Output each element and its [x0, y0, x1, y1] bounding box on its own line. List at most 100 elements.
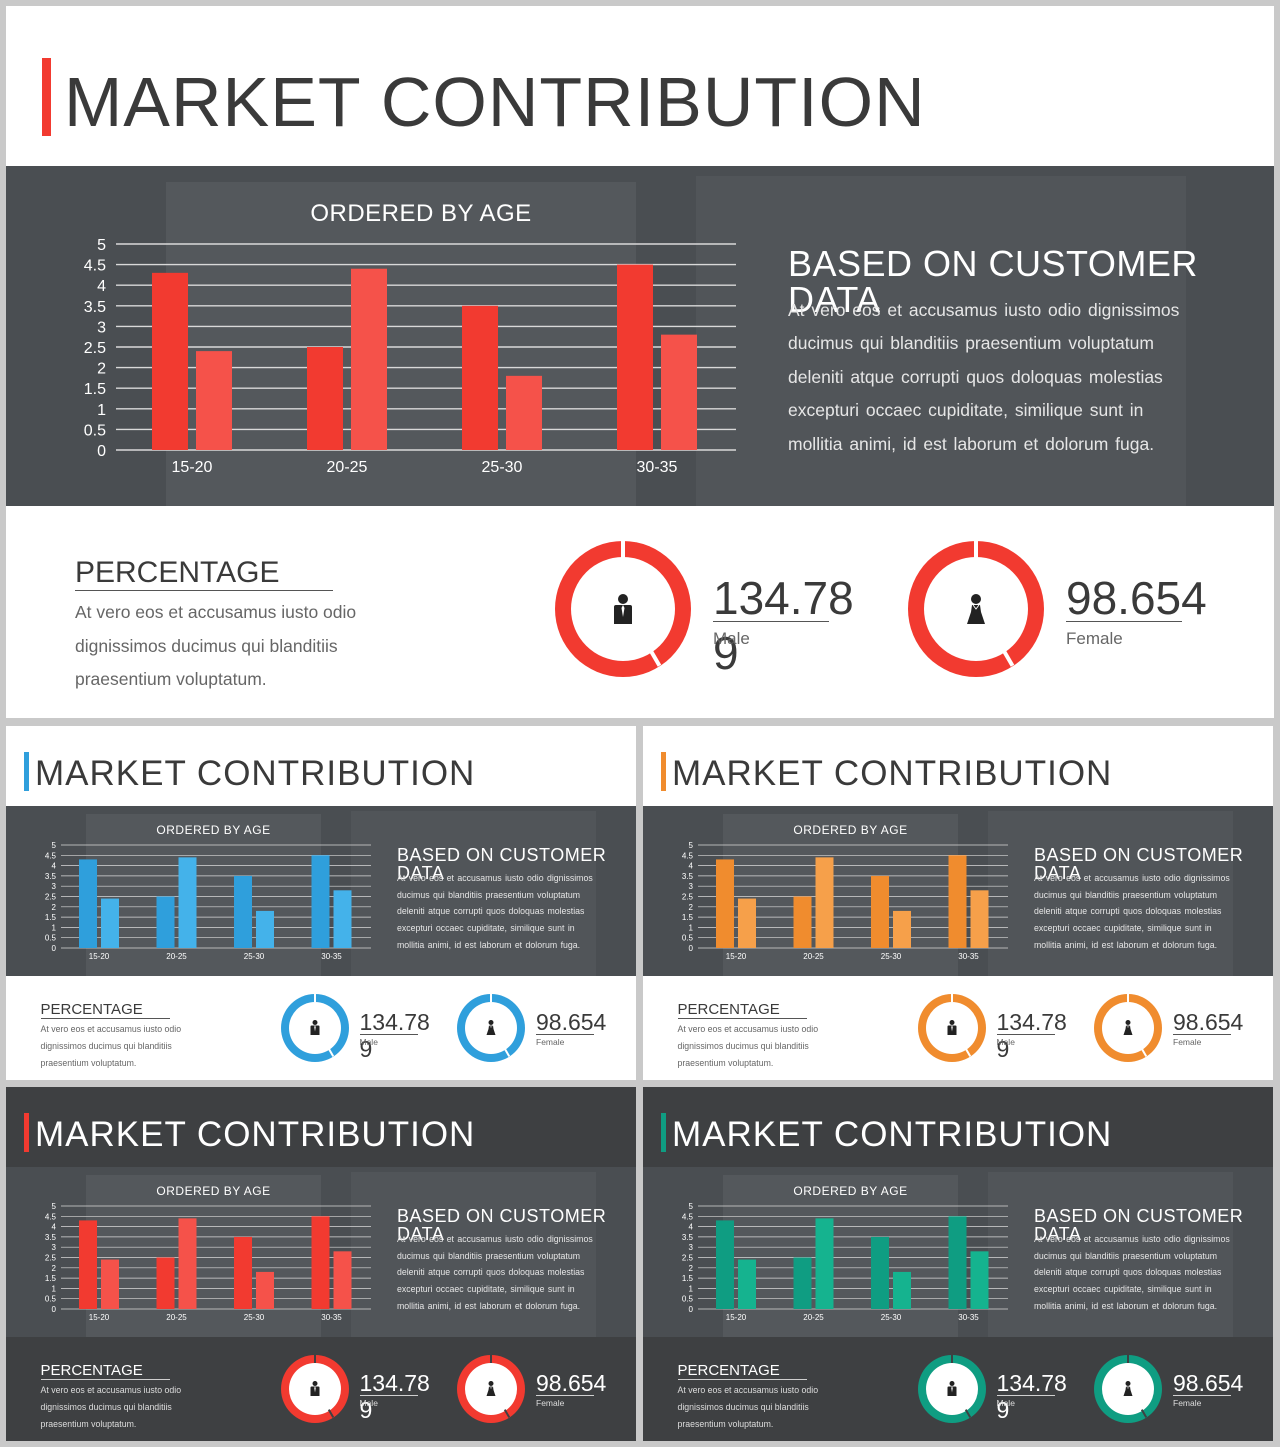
y-tick-label: 4	[689, 862, 694, 871]
bar-chart: 00.5 11.522.5 33.54 4.55 15-20 20-25 25-30 30-3…	[682, 841, 1008, 961]
bar-15-20-series-2	[101, 898, 119, 948]
female-label: Female	[536, 1037, 565, 1047]
bar-30-35-series-1	[948, 855, 967, 948]
female-label: Female	[1173, 1037, 1202, 1047]
female-person-icon	[964, 592, 988, 626]
bar-15-20-series-2	[101, 1259, 119, 1309]
background-document	[86, 1175, 321, 1337]
y-tick-label: 0	[52, 1305, 57, 1314]
male-value-overflow: 9	[359, 1036, 373, 1062]
female-value-underline	[536, 1394, 594, 1396]
female-value-underline	[1173, 1394, 1231, 1396]
y-tick-label: 2.5	[682, 1254, 694, 1263]
ring-gap	[974, 541, 978, 558]
female-ring-center	[1102, 1362, 1154, 1415]
bar-25-30-series-2	[893, 910, 911, 948]
chart-band: ORDERED BY AGE 0 0.5 1 1.5 2 2.5 3 3.5 4 4.5 5 15-20…	[643, 1167, 1273, 1337]
male-value-underline	[996, 1394, 1055, 1396]
x-tick-label: 30-35	[958, 1313, 979, 1322]
x-tick-label: 25-30	[881, 952, 902, 961]
ring-gap	[1140, 1047, 1148, 1057]
female-person-icon	[485, 1380, 497, 1397]
chart-band: ORDERED BY AGE 0 0.5 1 1.5 2 2.5 3 3.5 4 4.5 5 15-20…	[6, 806, 636, 976]
y-tick-label: 2	[52, 903, 57, 912]
customer-data-text: At vero eos et accusamus iusto odio dign…	[397, 1234, 593, 1311]
bar-30-35-series-1	[948, 1216, 967, 1309]
bar-25-30-series-2	[256, 1271, 274, 1309]
ring-gap	[313, 1354, 316, 1363]
slide-2[interactable]: MARKET CONTRIBUTION ORDERED BY AGE 0 0.5 1 1.…	[6, 726, 636, 1080]
bar-15-20-series-1	[79, 859, 97, 948]
background-document-2	[696, 176, 1186, 506]
male-value-underline	[359, 1394, 418, 1396]
ring-gap	[648, 649, 662, 667]
bar-20-25-series-1	[793, 1257, 812, 1309]
y-tick-label: 3.5	[45, 872, 57, 881]
y-tick-label: 1.5	[84, 381, 106, 398]
customer-data-heading: BASED ON CUSTOMER DATA	[788, 243, 1198, 320]
y-tick-label: 4	[52, 862, 57, 871]
male-label: Male	[996, 1037, 1015, 1047]
y-tick-label: 4.5	[45, 1212, 57, 1221]
female-person-icon	[1122, 1380, 1134, 1397]
customer-data-text: At vero eos et accusamus iusto odio dign…	[788, 300, 1180, 454]
bar-20-25-series-1	[793, 896, 812, 948]
male-ring	[280, 993, 349, 1062]
bar-25-30-series-1	[234, 1236, 252, 1309]
percentage-heading: PERCENTAGE	[677, 1362, 807, 1380]
y-tick-label: 3	[689, 1243, 694, 1252]
bar-20-25-series-1	[156, 896, 175, 948]
male-ring	[917, 1354, 986, 1423]
bar-20-25-series-1	[156, 1257, 175, 1309]
title-accent-bar	[24, 752, 29, 791]
male-ring-center	[288, 1001, 341, 1054]
x-tick-label: 30-35	[321, 1313, 342, 1322]
male-label: Male	[713, 629, 750, 648]
x-tick-label: 30-35	[637, 459, 678, 476]
male-label: Male	[996, 1398, 1015, 1408]
y-tick-label: 1.5	[682, 1274, 694, 1283]
y-tick-label: 5	[97, 237, 106, 254]
percentage-heading: PERCENTAGE	[677, 1001, 807, 1019]
chart-title: ORDERED BY AGE	[156, 823, 271, 837]
bar-25-30-series-1	[871, 875, 889, 948]
bar-15-20-series-2	[738, 898, 756, 948]
x-tick-label: 15-20	[726, 952, 747, 961]
y-tick-label: 2.5	[84, 340, 106, 357]
ring-gap	[950, 1354, 953, 1363]
x-tick-label: 30-35	[321, 952, 342, 961]
bar-15-20-series-1	[716, 1220, 734, 1309]
female-value-underline	[1066, 621, 1182, 622]
y-tick-label: 2.5	[682, 893, 694, 902]
y-tick-label: 1	[52, 1284, 57, 1293]
x-tick-label: 25-30	[482, 459, 523, 476]
female-label: Female	[536, 1398, 565, 1408]
title-accent-bar	[42, 58, 51, 136]
slide-3[interactable]: MARKET CONTRIBUTION ORDERED BY AGE 0 0.5 1 1.…	[643, 726, 1273, 1080]
male-ring	[555, 541, 691, 677]
male-value-overflow: 9	[713, 627, 739, 679]
y-tick-label: 0	[97, 443, 106, 460]
male-value-overflow: 9	[996, 1397, 1010, 1423]
bar-25-30-series-1	[871, 1236, 889, 1309]
y-tick-label: 2.5	[45, 1254, 57, 1263]
chart-title: ORDERED BY AGE	[310, 200, 532, 227]
y-tick-label: 4.5	[84, 258, 106, 275]
male-ring-center	[288, 1362, 341, 1415]
y-tick-label: 2	[97, 361, 106, 378]
male-ring	[917, 993, 986, 1062]
background-document-2	[988, 1172, 1233, 1337]
y-tick-label: 0	[689, 944, 694, 953]
slide-5[interactable]: MARKET CONTRIBUTION ORDERED BY AGE 0 0.5 1 1.…	[643, 1087, 1273, 1441]
slide-title: MARKET CONTRIBUTION	[35, 754, 476, 793]
bar-chart: 00.5 11.522.5 33.54 4.55 15-20 20-25 25-30 30-3…	[45, 1202, 371, 1322]
slide-1[interactable]: MARKET CONTRIBUTION ORDERED BY AGE 0 0.5 1 1.…	[6, 6, 1274, 718]
bar-30-35-series-2	[970, 1251, 989, 1309]
y-tick-label: 4.5	[682, 851, 694, 860]
y-tick-label: 1	[52, 923, 57, 932]
bar-30-35-series-2	[333, 1251, 352, 1309]
slide-4[interactable]: MARKET CONTRIBUTION ORDERED BY AGE 0 0.5 1 1.…	[6, 1087, 636, 1441]
y-tick-label: 0.5	[45, 1295, 57, 1304]
female-value: 98.654	[1173, 1369, 1244, 1396]
bar-30-35-series-2	[333, 890, 352, 948]
